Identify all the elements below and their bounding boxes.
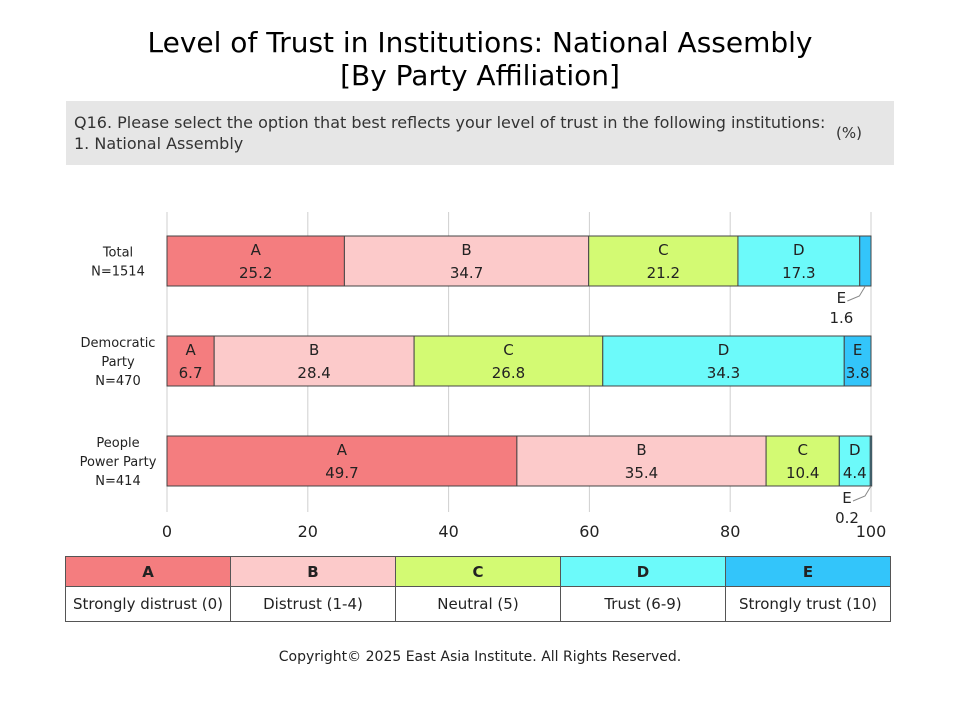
bar-segment [166,235,345,287]
bar-segment [516,435,767,487]
callout-leader [852,485,872,502]
data-label-code: E [853,341,862,359]
data-label-value: 34.3 [707,364,740,382]
callout-leader [847,285,866,302]
bar-segment [843,335,872,387]
category-label: N=414 [95,474,140,489]
data-label-value: 6.7 [179,364,203,382]
legend-label-c: Neutral (5) [395,586,561,622]
data-label-value: 25.2 [239,264,272,282]
data-label-value: 26.8 [492,364,525,382]
data-label-value: 34.7 [450,264,483,282]
bar-segment [838,435,871,487]
category-label: Democratic [81,336,156,351]
data-label-value: 4.4 [843,464,867,482]
data-label-code: C [503,341,513,359]
data-label-code: C [797,441,807,459]
data-label-code: A [337,441,348,459]
data-label-code: E [842,489,851,507]
data-label-code: C [658,241,668,259]
legend-label-b: Distrust (1-4) [230,586,396,622]
legend-code-d: D [560,556,726,587]
stacked-bar-chart: 0 20 40 60 80 100 Total N=1514 Democratic Party N=… [80,212,887,541]
legend-code-a: A [65,556,231,587]
question-text: Q16. Please select the option that best … [74,113,826,132]
data-label-value: 1.6 [829,309,853,327]
data-label-code: E [837,289,846,307]
data-label-value: 49.7 [325,464,358,482]
category-label: Total [102,246,133,261]
legend-code-c: C [395,556,561,587]
legend-code-b: B [230,556,396,587]
data-label-code: A [185,341,196,359]
category-label: Power Party [80,455,157,470]
data-label-code: B [461,241,471,259]
data-label-code: B [636,441,646,459]
question-box: Q16. Please select the option that best … [66,101,894,165]
bar-segment [602,335,845,387]
legend-label-d: Trust (6-9) [560,586,726,622]
bar-segment [859,235,872,287]
chart-title: Level of Trust in Institutions: National… [0,26,960,92]
title-line-2: [By Party Affiliation] [340,59,620,92]
bar-segment [765,435,840,487]
x-tick-label: 0 [162,522,172,541]
data-label-code: B [309,341,319,359]
data-label-value: 0.2 [835,509,859,527]
x-tick-label: 80 [720,522,740,541]
category-label: N=470 [95,374,140,389]
title-line-1: Level of Trust in Institutions: National… [147,26,813,59]
data-label-code: D [849,441,861,459]
data-label-value: 10.4 [786,464,819,482]
data-label-value: 3.8 [846,364,870,382]
data-label-value: 35.4 [625,464,658,482]
data-label-value: 21.2 [647,264,680,282]
bar-segment [166,435,518,487]
bar-segment [588,235,739,287]
bar-segment [213,335,415,387]
category-label: Party [101,355,135,370]
copyright-notice: Copyright© 2025 East Asia Institute. All… [278,649,682,665]
category-label: N=1514 [91,265,145,280]
data-label-code: A [251,241,262,259]
data-label-value: 17.3 [782,264,815,282]
legend-label-a: Strongly distrust (0) [65,586,231,622]
data-label-value: 28.4 [297,364,330,382]
bar-segment [343,235,590,287]
bar-segment [869,435,873,487]
data-label-code: D [718,341,730,359]
question-item: 1. National Assembly [74,134,244,153]
x-tick-label: 60 [579,522,599,541]
category-label: People [96,436,139,451]
x-tick-label: 40 [438,522,458,541]
legend-description-row: Strongly distrust (0) Distrust (1-4) Neutr… [65,586,891,622]
unit-label: (%) [836,124,862,142]
legend-code-e: E [725,556,891,587]
data-label-code: D [793,241,805,259]
x-tick-label: 20 [298,522,318,541]
x-tick-label: 100 [856,522,887,541]
legend-label-e: Strongly trust (10) [725,586,891,622]
